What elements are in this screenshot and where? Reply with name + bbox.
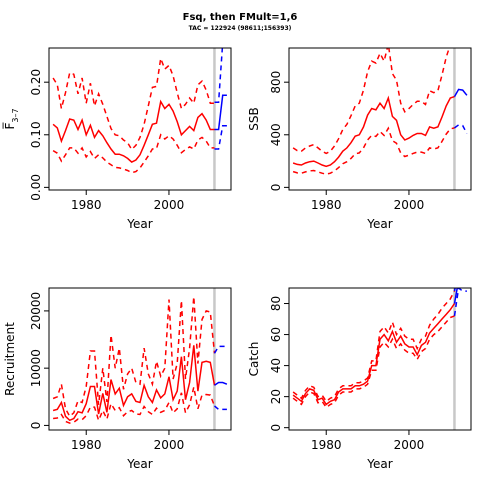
y-tick-label: 0.10 — [29, 121, 43, 148]
y-tick-label: 20 — [269, 389, 283, 404]
x-tick-label: 2000 — [154, 438, 185, 452]
y-axis-label: SSB — [247, 107, 261, 130]
plot-frame — [48, 287, 232, 431]
plot-area — [52, 48, 227, 190]
x-tick-label: 1980 — [71, 198, 102, 212]
x-axis-label: Year — [366, 217, 392, 231]
x-axis-label: Year — [126, 457, 152, 471]
y-axis-label: Catch — [247, 342, 261, 377]
y-tick-label: 0 — [29, 422, 43, 430]
plot-frame — [48, 47, 232, 191]
panel-ssb: 1980 2000 0 400 800 Year SSB — [247, 30, 472, 231]
plot-area — [292, 30, 468, 190]
y-tick-label: 60 — [269, 327, 283, 342]
y-tick-label: 80 — [269, 296, 283, 311]
projection-lower-line — [454, 124, 468, 134]
history-upper-line — [292, 290, 456, 403]
history-median-line — [292, 303, 456, 406]
projection-lower-line — [453, 288, 467, 317]
x-axis-label: Year — [126, 217, 152, 231]
y-tick-label: 0 — [269, 424, 283, 432]
projection-upper-line — [453, 288, 456, 292]
history-median-line — [52, 345, 216, 422]
y-tick-label: 0.00 — [29, 174, 43, 201]
y-tick-label: 20000 — [29, 292, 43, 330]
projection-median-line — [453, 88, 468, 97]
history-median-line — [52, 99, 215, 163]
plot-area — [52, 288, 228, 430]
history-median-line — [292, 95, 455, 168]
panel-catch: 1980 2000 0 20 40 60 80 Year Catch — [247, 287, 472, 471]
history-upper-line — [52, 55, 215, 151]
projection-median-line — [214, 94, 227, 131]
projection-lower-line — [214, 405, 227, 411]
history-lower-line — [53, 386, 216, 424]
projection-lower-line — [214, 125, 227, 150]
projection-median-line — [453, 288, 458, 304]
history-lower-line — [292, 126, 455, 175]
x-tick-label: 1980 — [311, 438, 342, 452]
y-tick-label: 40 — [269, 358, 283, 373]
projection-upper-line — [214, 48, 224, 103]
history-lower-line — [292, 315, 455, 409]
y-axis-label-subscript: 3–7 — [11, 108, 20, 122]
y-tick-label: 800 — [269, 71, 283, 94]
x-tick-label: 2000 — [394, 198, 425, 212]
history-upper-line — [52, 296, 216, 418]
x-axis-label: Year — [366, 457, 392, 471]
plot-area — [292, 288, 467, 430]
projection-upper-line — [455, 30, 467, 43]
x-tick-label: 2000 — [394, 438, 425, 452]
projection-median-line — [214, 381, 228, 386]
y-axis-label: F̅3–7 — [2, 108, 20, 129]
panel-fbar: 1980 2000 0.00 0.10 0.20 Year F̅3–7 — [2, 47, 232, 231]
x-tick-label: 1980 — [71, 438, 102, 452]
chart-subtitle: TAC = 122924 (98611;156393) — [189, 25, 292, 32]
y-axis-label: Recruitment — [3, 322, 17, 396]
x-tick-label: 1980 — [311, 198, 342, 212]
history-lower-line — [52, 133, 215, 174]
y-tick-label: 10000 — [29, 349, 43, 387]
x-tick-label: 2000 — [154, 198, 185, 212]
projection-upper-line — [213, 345, 227, 354]
plot-frame — [288, 287, 472, 431]
chart-title: Fsq, then FMult=1,6 — [183, 12, 298, 23]
y-tick-label: 400 — [269, 123, 283, 146]
y-tick-label: 0 — [269, 184, 283, 192]
y-tick-label: 0.20 — [29, 69, 43, 96]
history-upper-line — [292, 48, 451, 155]
plot-frame — [288, 47, 472, 191]
